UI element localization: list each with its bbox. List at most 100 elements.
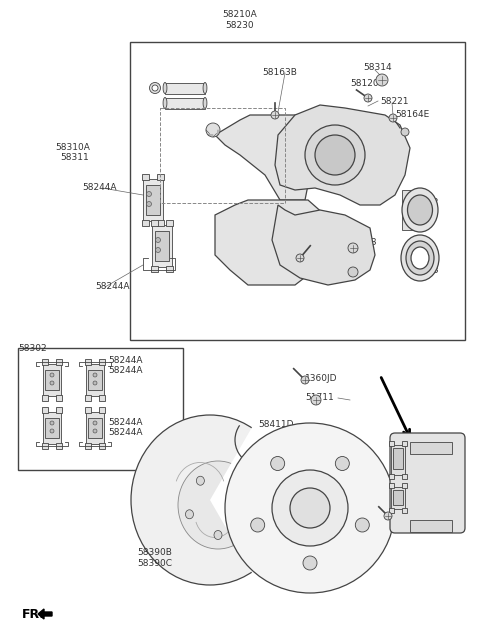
- Polygon shape: [38, 609, 52, 619]
- Ellipse shape: [203, 97, 207, 108]
- Circle shape: [146, 191, 152, 196]
- Bar: [402, 441, 407, 446]
- Circle shape: [271, 457, 285, 471]
- Bar: [389, 474, 394, 479]
- Circle shape: [376, 74, 388, 86]
- Text: 1220FS: 1220FS: [383, 510, 417, 519]
- Text: 58210A: 58210A: [223, 10, 257, 19]
- Text: 58244A: 58244A: [82, 183, 117, 192]
- Text: 58310A: 58310A: [55, 143, 90, 152]
- Text: 58230: 58230: [226, 21, 254, 30]
- Circle shape: [305, 125, 365, 185]
- Circle shape: [146, 202, 152, 207]
- Text: 58233: 58233: [410, 266, 439, 275]
- Bar: [85, 395, 91, 401]
- Circle shape: [296, 254, 304, 262]
- Circle shape: [271, 111, 279, 119]
- Bar: [155, 231, 169, 261]
- Circle shape: [301, 376, 309, 384]
- Circle shape: [401, 128, 409, 136]
- Bar: [99, 395, 105, 401]
- Circle shape: [225, 423, 395, 593]
- Text: 58411D: 58411D: [258, 420, 293, 429]
- Bar: [99, 359, 105, 365]
- Polygon shape: [275, 105, 410, 205]
- Bar: [160, 108, 285, 203]
- Bar: [43, 412, 61, 444]
- Bar: [42, 359, 48, 365]
- Bar: [410, 442, 452, 454]
- Ellipse shape: [402, 188, 438, 232]
- Ellipse shape: [401, 235, 439, 281]
- Circle shape: [348, 267, 358, 277]
- Circle shape: [389, 114, 397, 122]
- Bar: [389, 508, 394, 513]
- Ellipse shape: [163, 97, 167, 108]
- Bar: [157, 174, 164, 180]
- Text: 58164E: 58164E: [395, 110, 429, 119]
- Bar: [410, 520, 452, 532]
- Text: 58390B: 58390B: [138, 548, 172, 557]
- Bar: [146, 185, 160, 215]
- Bar: [142, 174, 149, 180]
- Bar: [151, 220, 158, 226]
- Ellipse shape: [185, 510, 193, 519]
- Ellipse shape: [206, 123, 220, 137]
- Text: 58221: 58221: [380, 97, 408, 106]
- Bar: [166, 220, 173, 226]
- Bar: [18, 348, 183, 470]
- Text: 58163B: 58163B: [262, 68, 297, 77]
- FancyBboxPatch shape: [390, 433, 465, 533]
- Circle shape: [93, 429, 97, 433]
- Ellipse shape: [131, 415, 289, 585]
- Bar: [85, 443, 91, 449]
- Circle shape: [311, 395, 321, 405]
- Circle shape: [50, 373, 54, 377]
- Circle shape: [272, 470, 348, 546]
- Circle shape: [336, 457, 349, 471]
- Bar: [393, 448, 403, 469]
- Bar: [86, 412, 104, 444]
- Bar: [402, 483, 407, 488]
- Circle shape: [315, 135, 355, 175]
- Text: 58213: 58213: [348, 238, 377, 247]
- Circle shape: [93, 373, 97, 377]
- Bar: [43, 364, 61, 396]
- Text: 51711: 51711: [305, 393, 334, 402]
- Circle shape: [156, 238, 160, 243]
- Ellipse shape: [214, 531, 222, 540]
- Bar: [393, 490, 403, 506]
- Bar: [45, 370, 59, 390]
- Ellipse shape: [203, 82, 207, 93]
- Bar: [152, 225, 172, 267]
- Bar: [86, 364, 104, 396]
- Text: 58311: 58311: [60, 153, 89, 162]
- Text: 58244A: 58244A: [108, 418, 143, 427]
- Polygon shape: [272, 205, 375, 285]
- Ellipse shape: [149, 82, 160, 93]
- Text: 58244A: 58244A: [108, 366, 143, 375]
- Text: 58232: 58232: [410, 198, 439, 207]
- Bar: [88, 370, 102, 390]
- Bar: [165, 97, 205, 108]
- Bar: [389, 483, 394, 488]
- Text: 58120: 58120: [350, 79, 379, 88]
- Circle shape: [50, 381, 54, 385]
- Text: 58244A: 58244A: [108, 356, 143, 365]
- Bar: [166, 266, 173, 272]
- Circle shape: [303, 556, 317, 570]
- Circle shape: [384, 512, 392, 520]
- Bar: [42, 395, 48, 401]
- Bar: [143, 179, 163, 221]
- Text: 58314: 58314: [363, 63, 392, 72]
- Bar: [56, 407, 62, 413]
- Ellipse shape: [242, 510, 251, 519]
- Bar: [85, 407, 91, 413]
- Circle shape: [50, 429, 54, 433]
- Ellipse shape: [163, 82, 167, 93]
- Ellipse shape: [408, 195, 432, 225]
- Bar: [45, 417, 59, 439]
- Text: 58302: 58302: [18, 344, 47, 353]
- Bar: [99, 407, 105, 413]
- Ellipse shape: [406, 241, 434, 275]
